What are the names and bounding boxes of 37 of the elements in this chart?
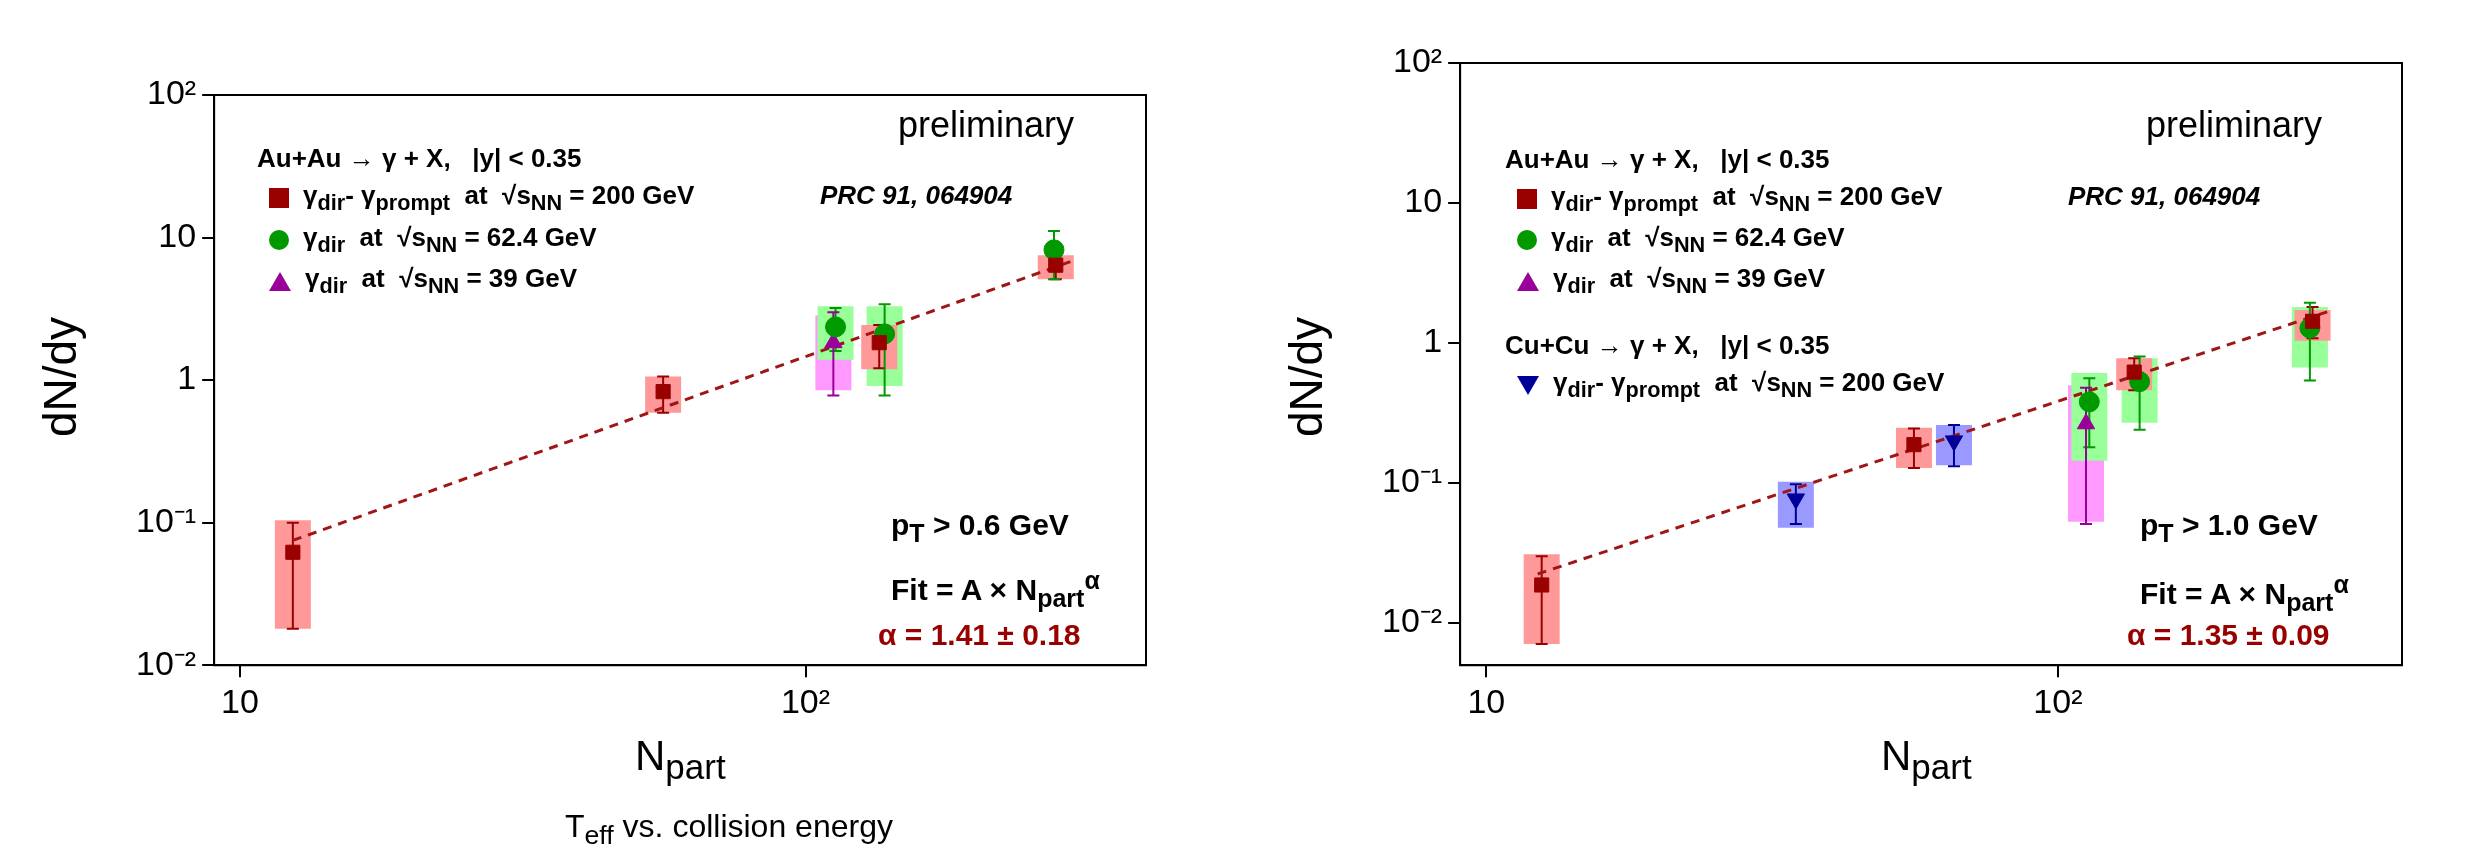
annotation: p$_{T}$ > 1.0 GeV bbox=[2140, 508, 2318, 548]
y-axis-title: dN/dy bbox=[1279, 315, 1333, 440]
y-tick-label: 10 bbox=[1404, 181, 1443, 220]
legend-label: γ$_{dir}$- γ$_{prompt}$ at √s$_{NN}$ = 200 GeV bbox=[1553, 367, 1945, 404]
x-axis-title: N$_{part}$ bbox=[1881, 732, 1972, 788]
annotation: Cu+Cu → γ + X, |y| < 0.35 bbox=[1505, 330, 1830, 361]
annotation: p$_{T}$ > 0.6 GeV bbox=[891, 508, 1069, 548]
legend-label: γ$_{dir}$- γ$_{prompt}$ at √s$_{NN}$ = 200 GeV bbox=[1551, 181, 1943, 218]
y-tick-label: 10⁻² bbox=[1382, 601, 1443, 640]
y-tick-label: 1 bbox=[1423, 321, 1443, 360]
annotation: preliminary bbox=[2146, 104, 2323, 146]
y-tick-label: 10⁻² bbox=[136, 643, 197, 682]
annotation: α = 1.35 ± 0.09 bbox=[2127, 618, 2330, 652]
y-tick-label: 10 bbox=[158, 215, 197, 254]
y-tick-label: 10⁻¹ bbox=[136, 501, 197, 540]
legend-title: Au+Au → γ + X, |y| < 0.35 bbox=[257, 143, 582, 174]
legend-label: γ$_{dir}$ at √s$_{NN}$ = 39 GeV bbox=[1553, 263, 1825, 300]
y-axis-title: dN/dy bbox=[33, 315, 87, 440]
legend-label: γ$_{dir}$- γ$_{prompt}$ at √s$_{NN}$ = 200 GeV bbox=[303, 180, 695, 217]
y-tick-label: 10² bbox=[147, 73, 197, 112]
x-tick-label: 10 bbox=[1467, 681, 1506, 720]
legend-title: Au+Au → γ + X, |y| < 0.35 bbox=[1505, 144, 1830, 175]
x-tick-label: 10² bbox=[780, 681, 831, 720]
annotation: PRC 91, 064904 bbox=[2068, 181, 2261, 212]
y-tick-label: 10² bbox=[1393, 41, 1443, 80]
annotation: PRC 91, 064904 bbox=[820, 180, 1013, 211]
x-tick-label: 10 bbox=[221, 681, 259, 720]
y-tick-label: 10⁻¹ bbox=[1382, 461, 1443, 500]
y-tick-label: 1 bbox=[177, 358, 197, 397]
annotation: α = 1.41 ± 0.18 bbox=[878, 618, 1081, 652]
legend-label: γ$_{dir}$ at √s$_{NN}$ = 39 GeV bbox=[305, 263, 577, 300]
text: T$_{eff}$ vs. collision energy bbox=[565, 808, 893, 852]
legend-label: γ$_{dir}$ at √s$_{NN}$ = 62.4 GeV bbox=[303, 222, 597, 259]
x-axis-title: N$_{part}$ bbox=[635, 732, 726, 788]
x-tick-label: 10² bbox=[2033, 681, 2083, 720]
annotation: preliminary bbox=[898, 104, 1075, 146]
legend-label: γ$_{dir}$ at √s$_{NN}$ = 62.4 GeV bbox=[1551, 222, 1845, 259]
